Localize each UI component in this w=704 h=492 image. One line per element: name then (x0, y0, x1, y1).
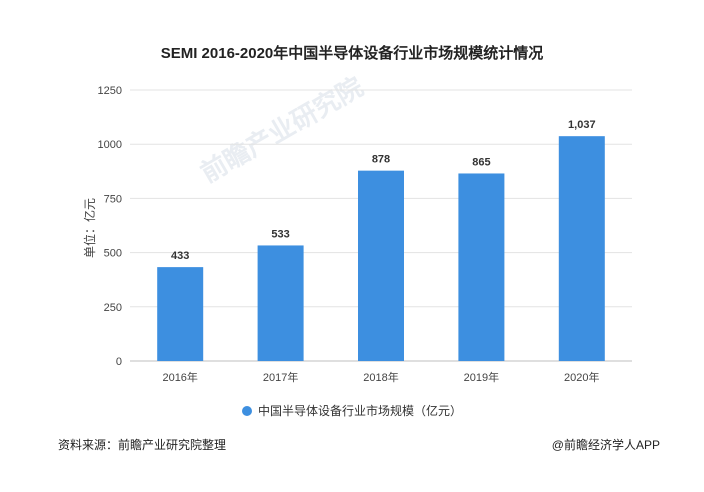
data-label: 1,037 (568, 119, 596, 131)
data-labels: 433 533 878 865 1,037 (171, 119, 596, 262)
data-label: 878 (372, 154, 390, 166)
y-tick-label: 0 (116, 356, 122, 368)
data-label: 433 (171, 250, 189, 262)
y-tick-label: 750 (104, 193, 122, 205)
legend-label: 中国半导体设备行业市场规模（亿元） (257, 404, 462, 418)
bar (558, 136, 605, 361)
bar-chart: 0 250 500 750 1000 1250 433 533 878 865 1,037 201… (82, 85, 632, 384)
brand-credit: @前瞻经济学人APP (551, 438, 660, 452)
y-tick-label: 500 (104, 248, 122, 260)
x-tick-label: 2016年 (162, 370, 197, 384)
x-tick-label: 2018年 (363, 370, 398, 384)
x-tick-label: 2019年 (464, 370, 499, 384)
y-tick-label: 250 (104, 302, 122, 314)
data-label: 533 (271, 228, 289, 240)
bar (157, 267, 204, 361)
legend: 中国半导体设备行业市场规模（亿元） (0, 402, 704, 419)
y-axis-ticks: 0 250 500 750 1000 1250 (98, 85, 122, 368)
x-tick-label: 2020年 (564, 370, 599, 384)
x-tick-label: 2017年 (263, 370, 298, 384)
y-axis-label: 单位：亿元 (82, 198, 97, 258)
chart-title: SEMI 2016-2020年中国半导体设备行业市场规模统计情况 (160, 45, 544, 62)
bar (458, 173, 505, 361)
legend-marker (241, 406, 252, 416)
y-tick-label: 1250 (98, 85, 122, 97)
data-label: 865 (472, 156, 490, 168)
source-note: 资料来源：前瞻产业研究院整理 (58, 438, 227, 452)
bar (358, 170, 404, 361)
y-tick-label: 1000 (98, 139, 122, 151)
bars (157, 136, 605, 361)
bar (257, 245, 304, 361)
x-axis-ticks: 2016年 2017年 2018年 2019年 2020年 (162, 370, 599, 384)
